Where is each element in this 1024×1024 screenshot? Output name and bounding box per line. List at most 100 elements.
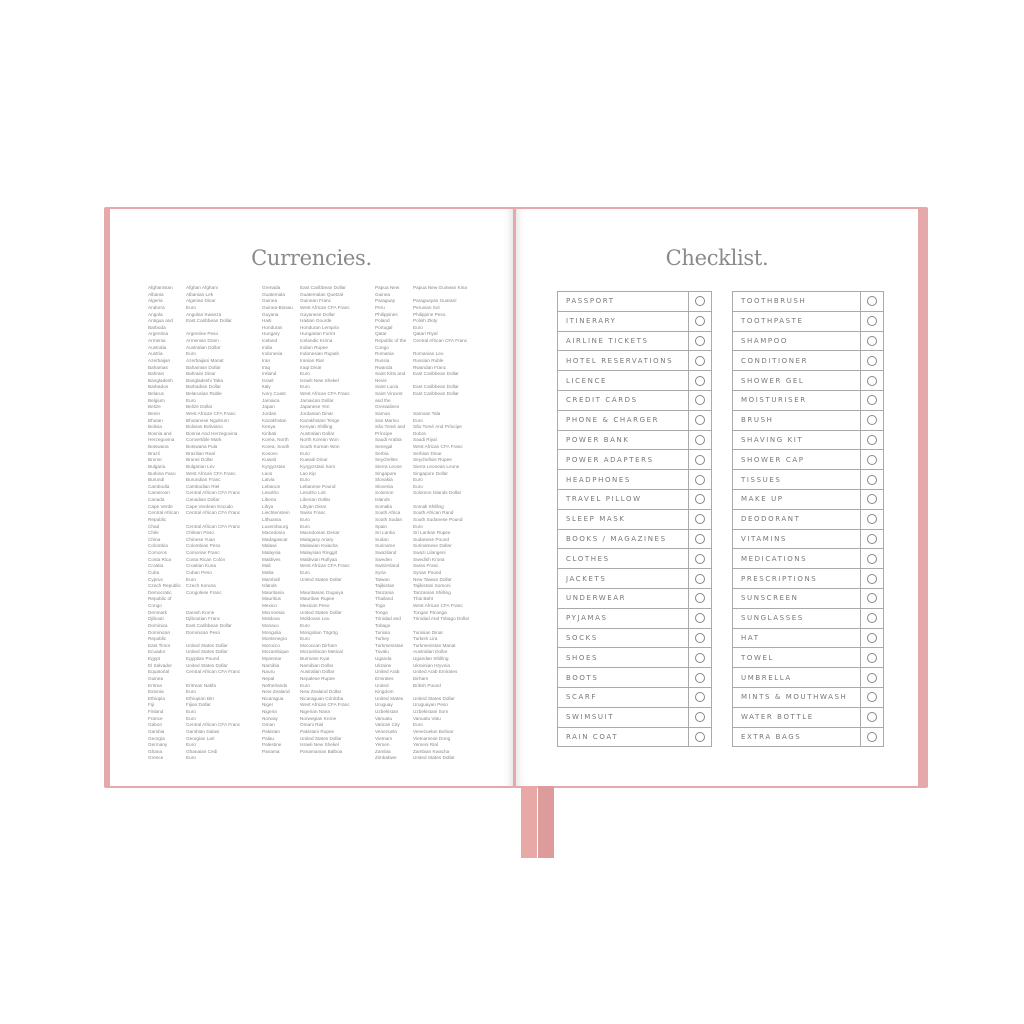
currency-name: United States Dollar	[186, 642, 228, 648]
checkbox[interactable]	[688, 292, 711, 311]
circle-checkbox-icon[interactable]	[695, 434, 705, 445]
checkbox[interactable]	[688, 628, 711, 648]
circle-checkbox-icon[interactable]	[695, 395, 705, 406]
checkbox[interactable]	[688, 351, 711, 371]
circle-checkbox-icon[interactable]	[695, 632, 705, 643]
checkbox[interactable]	[860, 351, 883, 371]
circle-checkbox-icon[interactable]	[867, 632, 877, 643]
checkbox[interactable]	[860, 569, 883, 588]
circle-checkbox-icon[interactable]	[867, 731, 877, 742]
checkbox[interactable]	[688, 390, 711, 410]
checkbox[interactable]	[860, 311, 883, 331]
checkbox[interactable]	[688, 410, 711, 430]
checkbox[interactable]	[860, 371, 883, 390]
checkbox[interactable]	[860, 608, 883, 628]
checkbox[interactable]	[860, 628, 883, 648]
circle-checkbox-icon[interactable]	[695, 514, 705, 525]
checkbox[interactable]	[860, 529, 883, 549]
circle-checkbox-icon[interactable]	[867, 533, 877, 544]
checkbox[interactable]	[688, 588, 711, 608]
checkbox[interactable]	[688, 331, 711, 351]
checkbox[interactable]	[688, 549, 711, 569]
circle-checkbox-icon[interactable]	[867, 474, 877, 485]
checkbox[interactable]	[860, 509, 883, 529]
circle-checkbox-icon[interactable]	[867, 355, 877, 366]
checkbox[interactable]	[860, 410, 883, 430]
checkbox[interactable]	[860, 588, 883, 608]
circle-checkbox-icon[interactable]	[695, 573, 705, 584]
circle-checkbox-icon[interactable]	[695, 553, 705, 564]
circle-checkbox-icon[interactable]	[695, 296, 705, 307]
checkbox[interactable]	[860, 648, 883, 668]
circle-checkbox-icon[interactable]	[695, 355, 705, 366]
checkbox[interactable]	[860, 489, 883, 509]
checkbox[interactable]	[688, 430, 711, 450]
circle-checkbox-icon[interactable]	[695, 692, 705, 703]
circle-checkbox-icon[interactable]	[695, 533, 705, 544]
country-name: Burundi	[148, 477, 165, 483]
circle-checkbox-icon[interactable]	[867, 434, 877, 445]
circle-checkbox-icon[interactable]	[867, 613, 877, 624]
checkbox[interactable]	[688, 371, 711, 390]
checkbox[interactable]	[688, 608, 711, 628]
circle-checkbox-icon[interactable]	[867, 692, 877, 703]
checkbox[interactable]	[688, 648, 711, 668]
country-name: Canada	[148, 497, 165, 502]
circle-checkbox-icon[interactable]	[695, 593, 705, 604]
checkbox[interactable]	[688, 707, 711, 727]
circle-checkbox-icon[interactable]	[867, 494, 877, 505]
currency-name: East Caribbean Dollar	[186, 622, 232, 628]
circle-checkbox-icon[interactable]	[695, 316, 705, 327]
circle-checkbox-icon[interactable]	[695, 454, 705, 465]
currency-name: Saudi Riyal	[413, 437, 437, 443]
circle-checkbox-icon[interactable]	[695, 474, 705, 485]
circle-checkbox-icon[interactable]	[867, 514, 877, 525]
circle-checkbox-icon[interactable]	[867, 296, 877, 307]
currency-row: Armenia Armenian Dram	[148, 338, 260, 345]
circle-checkbox-icon[interactable]	[867, 316, 877, 327]
checkbox[interactable]	[688, 311, 711, 331]
checkbox[interactable]	[860, 292, 883, 311]
checkbox[interactable]	[688, 489, 711, 509]
checkbox[interactable]	[688, 509, 711, 529]
circle-checkbox-icon[interactable]	[867, 593, 877, 604]
checkbox[interactable]	[688, 450, 711, 470]
country-name: Seychelles	[375, 457, 398, 463]
circle-checkbox-icon[interactable]	[867, 454, 877, 465]
checkbox[interactable]	[860, 727, 883, 747]
circle-checkbox-icon[interactable]	[867, 672, 877, 683]
checkbox[interactable]	[688, 687, 711, 707]
circle-checkbox-icon[interactable]	[867, 652, 877, 663]
circle-checkbox-icon[interactable]	[695, 672, 705, 683]
circle-checkbox-icon[interactable]	[867, 335, 877, 346]
checkbox[interactable]	[688, 529, 711, 549]
checkbox[interactable]	[860, 549, 883, 569]
checkbox[interactable]	[860, 707, 883, 727]
circle-checkbox-icon[interactable]	[867, 415, 877, 426]
circle-checkbox-icon[interactable]	[695, 415, 705, 426]
circle-checkbox-icon[interactable]	[695, 335, 705, 346]
checkbox[interactable]	[688, 668, 711, 687]
checkbox[interactable]	[860, 687, 883, 707]
circle-checkbox-icon[interactable]	[867, 573, 877, 584]
circle-checkbox-icon[interactable]	[695, 613, 705, 624]
circle-checkbox-icon[interactable]	[867, 553, 877, 564]
circle-checkbox-icon[interactable]	[867, 712, 877, 723]
circle-checkbox-icon[interactable]	[695, 712, 705, 723]
checkbox[interactable]	[860, 430, 883, 450]
circle-checkbox-icon[interactable]	[695, 652, 705, 663]
circle-checkbox-icon[interactable]	[695, 731, 705, 742]
checkbox[interactable]	[688, 569, 711, 588]
checkbox[interactable]	[860, 450, 883, 470]
checkbox[interactable]	[688, 727, 711, 747]
checkbox[interactable]	[860, 390, 883, 410]
circle-checkbox-icon[interactable]	[695, 375, 705, 386]
checkbox[interactable]	[860, 331, 883, 351]
checkbox[interactable]	[860, 668, 883, 687]
circle-checkbox-icon[interactable]	[695, 494, 705, 505]
country-name: Mali	[262, 563, 271, 569]
circle-checkbox-icon[interactable]	[867, 375, 877, 386]
checkbox[interactable]	[688, 470, 711, 489]
circle-checkbox-icon[interactable]	[867, 395, 877, 406]
checkbox[interactable]	[860, 470, 883, 489]
